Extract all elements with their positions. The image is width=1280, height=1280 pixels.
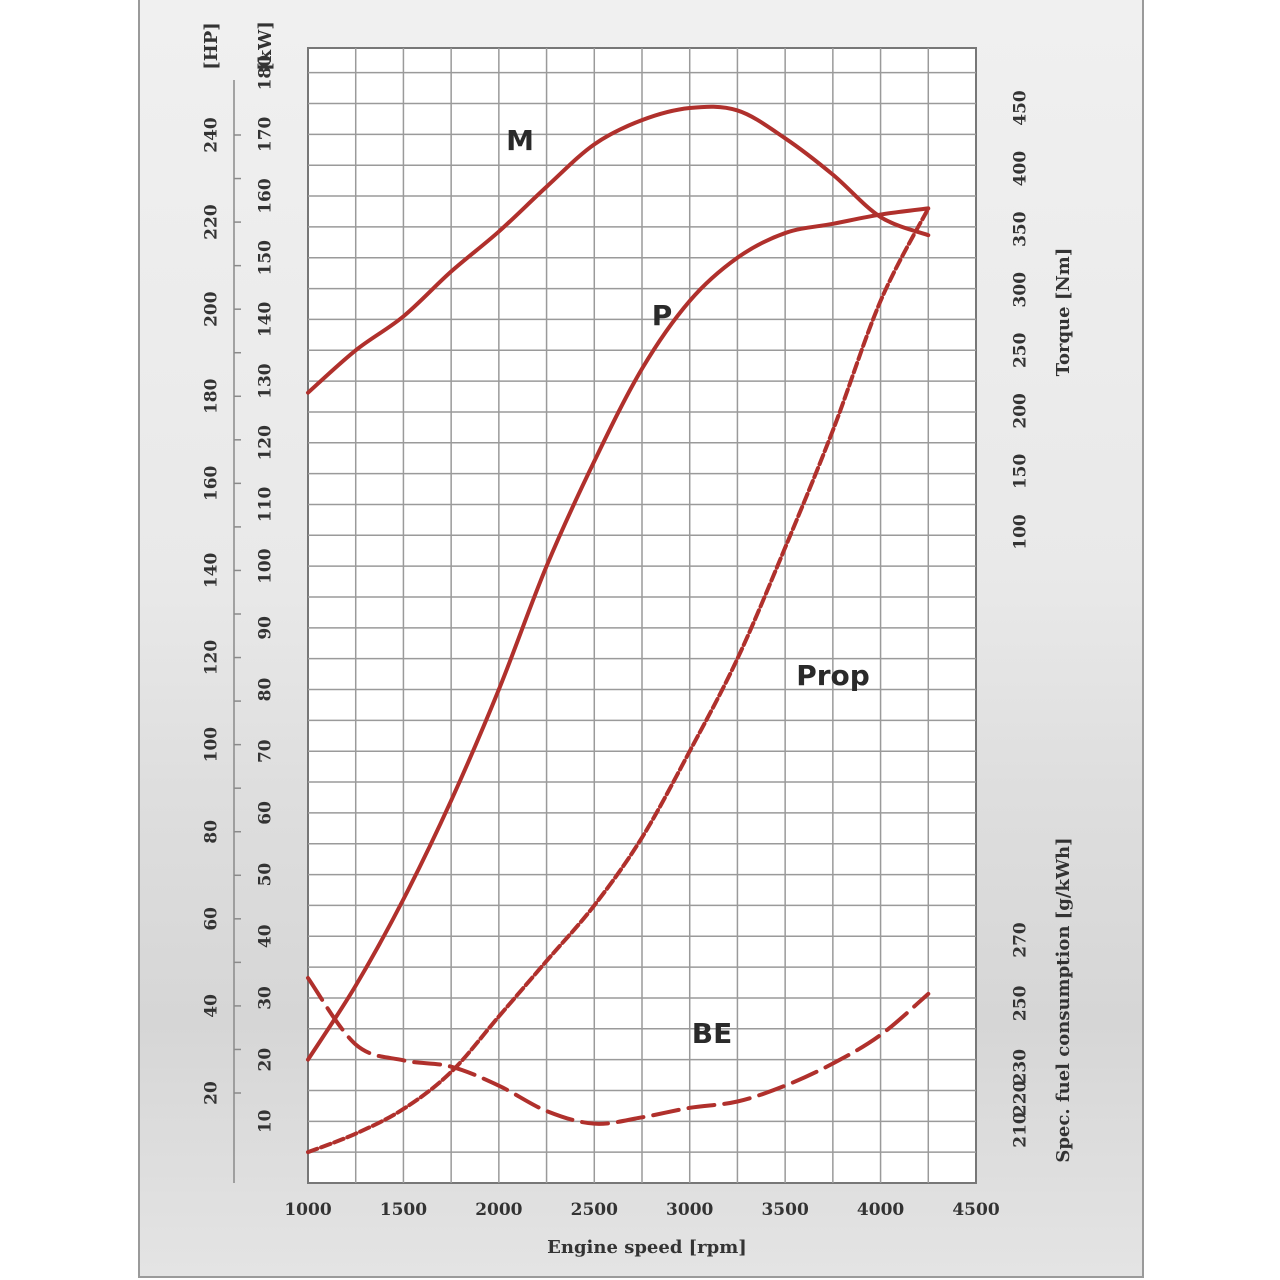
kw-tick-label: 60 xyxy=(256,801,276,825)
kw-axis-title: [kW] xyxy=(255,21,276,71)
kw-tick-label: 140 xyxy=(256,302,276,338)
x-tick-label: 3000 xyxy=(666,1200,713,1220)
torque-tick-label: 300 xyxy=(1011,272,1031,308)
x-tick-label: 1500 xyxy=(380,1200,427,1220)
kw-tick-label: 90 xyxy=(256,616,276,640)
kw-tick-label: 170 xyxy=(256,116,276,152)
torque-tick-label: 400 xyxy=(1011,151,1031,187)
x-tick-label: 4000 xyxy=(857,1200,904,1220)
kw-tick-label: 130 xyxy=(256,363,276,399)
hp-tick-label: 180 xyxy=(202,378,222,414)
hp-tick-label: 100 xyxy=(202,727,222,763)
kw-tick-label: 120 xyxy=(256,425,276,461)
kw-tick-label: 100 xyxy=(256,548,276,584)
hp-tick-label: 40 xyxy=(202,994,222,1018)
series-line-p xyxy=(306,206,931,1062)
series-line-be xyxy=(306,976,931,1126)
kw-tick-label: 80 xyxy=(256,678,276,702)
torque-tick-label: 250 xyxy=(1011,332,1031,368)
kw-tick-label: 40 xyxy=(256,924,276,948)
series-line-prop xyxy=(306,206,931,1155)
kw-tick-label: 10 xyxy=(256,1109,276,1133)
kw-tick-label: 20 xyxy=(256,1048,276,1072)
torque-axis-title: Torque [Nm] xyxy=(1053,248,1074,377)
x-tick-label: 1000 xyxy=(284,1200,331,1220)
series-line-m xyxy=(306,104,931,395)
hp-axis-title: [HP] xyxy=(201,22,222,70)
torque-tick-label: 450 xyxy=(1011,90,1031,126)
kw-tick-label: 70 xyxy=(256,739,276,763)
hp-tick-label: 80 xyxy=(202,820,222,844)
kw-tick-label: 160 xyxy=(256,178,276,214)
kw-tick-label: 110 xyxy=(256,487,276,523)
x-axis-title: Engine speed [rpm] xyxy=(547,1237,747,1258)
fuel-tick-label: 270 xyxy=(1011,922,1031,958)
fuel-tick-label: 210 xyxy=(1011,1112,1031,1148)
fuel-tick-label: 250 xyxy=(1011,985,1031,1021)
hp-tick-label: 140 xyxy=(202,553,222,589)
kw-tick-label: 50 xyxy=(256,863,276,887)
torque-tick-label: 350 xyxy=(1011,211,1031,247)
x-tick-label: 3500 xyxy=(761,1200,808,1220)
torque-tick-label: 100 xyxy=(1011,514,1031,550)
fuel-axis-title: Spec. fuel consumption [g/kWh] xyxy=(1053,837,1074,1162)
kw-tick-label: 180 xyxy=(256,55,276,91)
series-label-p: P xyxy=(652,299,673,332)
series-label-be: BE xyxy=(692,1017,732,1050)
fuel-tick-label: 220 xyxy=(1011,1080,1031,1116)
x-tick-label: 2000 xyxy=(475,1200,522,1220)
hp-tick-label: 240 xyxy=(202,117,222,153)
hp-tick-label: 200 xyxy=(202,291,222,327)
torque-tick-label: 150 xyxy=(1011,454,1031,490)
hp-tick-label: 60 xyxy=(202,907,222,931)
x-tick-label: 2500 xyxy=(571,1200,618,1220)
hp-tick-label: 160 xyxy=(202,465,222,501)
fuel-tick-label: 230 xyxy=(1011,1049,1031,1085)
hp-tick-label: 20 xyxy=(202,1081,222,1105)
torque-tick-label: 200 xyxy=(1011,393,1031,429)
hp-tick-label: 220 xyxy=(202,204,222,240)
series-label-m: M xyxy=(506,124,534,157)
kw-tick-label: 30 xyxy=(256,986,276,1010)
hp-tick-label: 120 xyxy=(202,640,222,676)
series-label-prop: Prop xyxy=(796,659,870,692)
kw-tick-label: 150 xyxy=(256,240,276,276)
x-tick-label: 4500 xyxy=(952,1200,999,1220)
